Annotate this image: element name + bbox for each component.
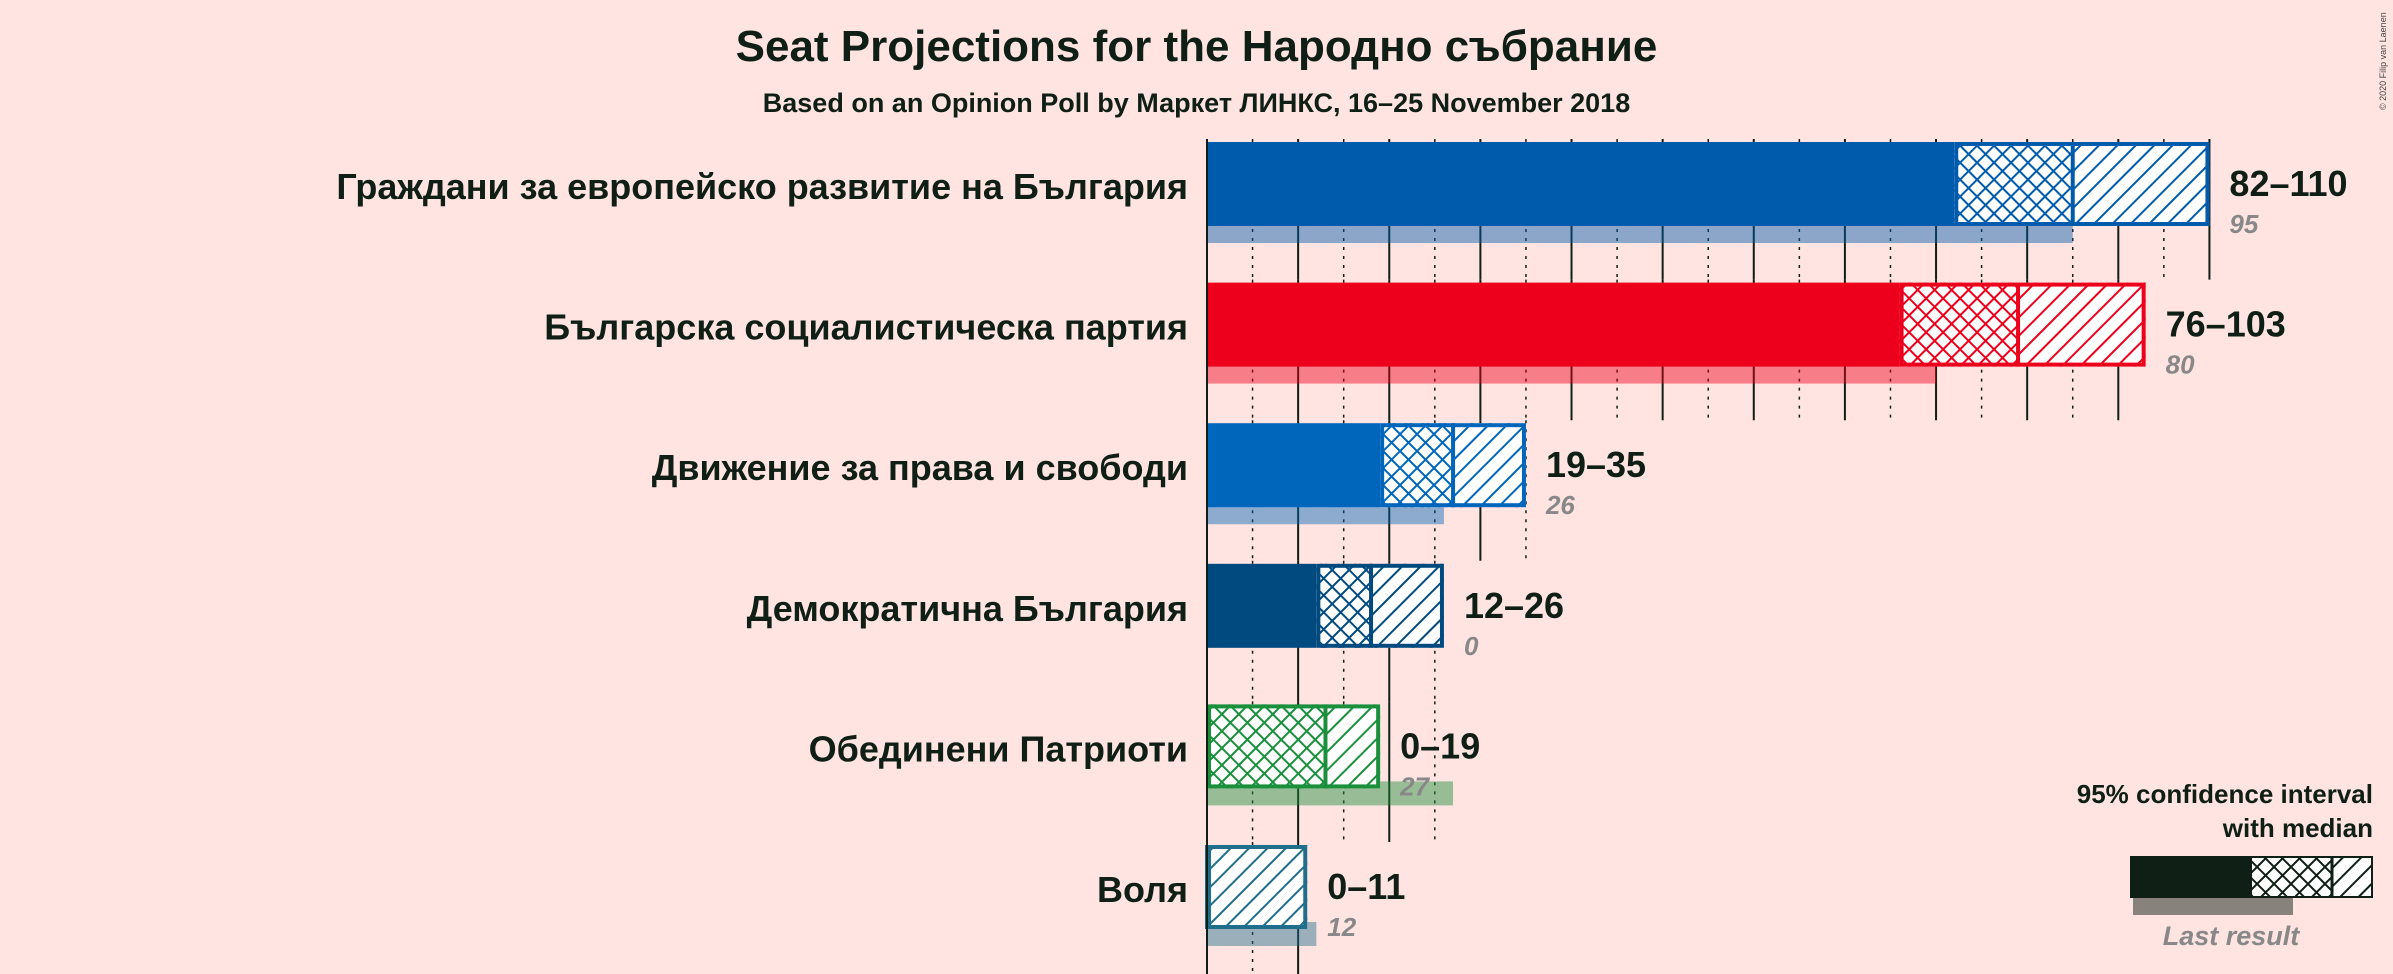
- party-label: Граждани за европейско развитие на Бълга…: [336, 166, 1188, 207]
- last-result-label: 80: [2166, 350, 2195, 380]
- crosshatch-bar: [1380, 423, 1454, 508]
- solid-bar: [1207, 142, 1955, 226]
- legend-hatch-swatch: [2332, 856, 2373, 898]
- solid-bar: [1207, 563, 1317, 648]
- hatch-bar: [1453, 423, 1526, 508]
- hatch-bar: [2018, 282, 2146, 367]
- party-row: Воля 0–11 12: [1097, 845, 1405, 946]
- interval-outline: [1207, 704, 1381, 789]
- crosshatch-bar: [1899, 282, 2019, 367]
- interval-outline: [1954, 142, 2210, 226]
- party-row: Българска социалистическа партия 76–103 80: [544, 282, 2286, 384]
- party-label: Демократична България: [747, 588, 1188, 629]
- range-label: 12–26: [1464, 585, 1564, 626]
- chart-subtitle: Based on an Opinion Poll by Маркет ЛИНКС…: [762, 88, 1631, 118]
- range-label: 82–110: [2229, 163, 2347, 204]
- party-row: Граждани за европейско развитие на Бълга…: [336, 142, 2348, 243]
- interval-outline: [1316, 563, 1444, 648]
- legend-last-result-label: Last result: [2163, 921, 2301, 951]
- last-result-label: 26: [1545, 490, 1575, 520]
- range-label: 76–103: [2166, 304, 2286, 345]
- range-label: 19–35: [1546, 444, 1646, 485]
- range-label: 0–11: [1327, 866, 1405, 907]
- hatch-bar: [1371, 563, 1444, 648]
- hatch-bar: [1325, 704, 1381, 789]
- legend: 95% confidence interval with median Last r…: [2077, 779, 2373, 951]
- last-result-label: 27: [1399, 771, 1430, 801]
- last-result-label: 12: [1327, 912, 1356, 942]
- crosshatch-bar: [1954, 142, 2073, 226]
- legend-solid-swatch: [2130, 856, 2252, 898]
- chart-title: Seat Projections for the Народно събрани…: [735, 22, 1658, 71]
- last-result-label: 95: [2229, 209, 2258, 239]
- party-label: Движение за права и свободи: [652, 447, 1188, 488]
- crosshatch-bar: [1316, 563, 1372, 648]
- legend-crosshatch-swatch: [2252, 856, 2332, 898]
- last-result-label: 0: [1464, 631, 1479, 661]
- party-row: Демократична България 12–26 0: [747, 563, 1564, 661]
- solid-bar: [1207, 282, 1900, 367]
- party-row: Обединени Патриоти 0–19 27: [809, 704, 1480, 806]
- legend-last-result-swatch: [2133, 895, 2293, 915]
- hatch-bar: [2072, 142, 2210, 226]
- party-label: Българска социалистическа партия: [544, 307, 1188, 348]
- range-label: 0–19: [1400, 725, 1480, 766]
- interval-outline: [1899, 282, 2146, 367]
- party-label: Воля: [1097, 869, 1188, 910]
- legend-title: 95% confidence interval: [2077, 779, 2373, 809]
- hatch-bar: [1207, 845, 1308, 929]
- party-row: Движение за права и свободи 19–35 26: [652, 423, 1646, 525]
- party-label: Обединени Патриоти: [809, 728, 1188, 769]
- legend-outline: [2130, 856, 2373, 898]
- crosshatch-bar: [1207, 704, 1326, 789]
- solid-bar: [1207, 423, 1381, 508]
- legend-subtitle: with median: [2222, 813, 2373, 843]
